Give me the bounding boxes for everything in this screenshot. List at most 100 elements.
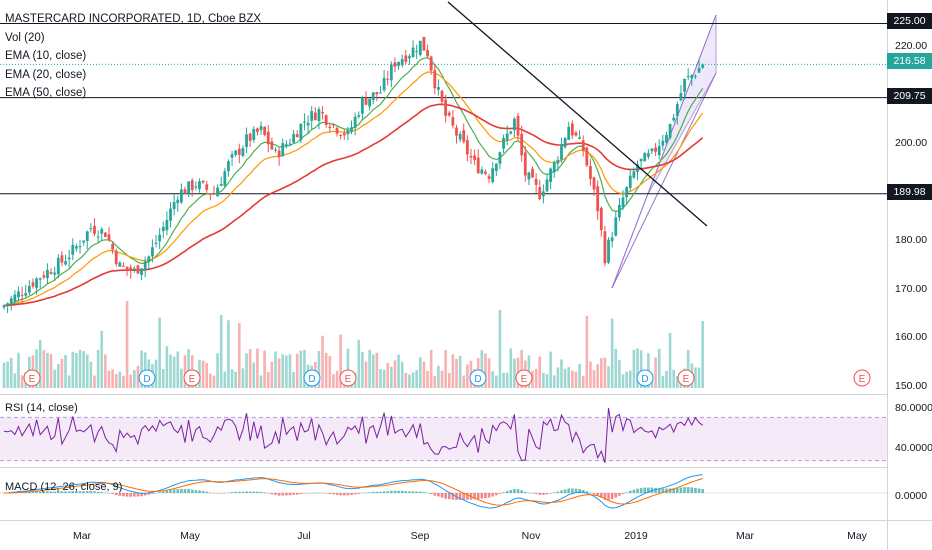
volume-bar — [9, 357, 13, 388]
macd-histogram-bar — [60, 491, 64, 493]
macd-histogram-bar — [24, 492, 28, 493]
candle-body — [270, 141, 274, 150]
earnings-marker — [853, 369, 871, 387]
macd-histogram-bar — [57, 491, 60, 493]
macd-histogram-bar — [245, 491, 248, 493]
candle-body — [75, 246, 78, 249]
macd-histogram-bar — [484, 493, 487, 499]
volume-bar — [42, 350, 46, 388]
macd-histogram-bar — [596, 493, 599, 496]
price-tick: 170.00 — [895, 283, 928, 295]
candle-body — [665, 135, 668, 143]
candle-body — [263, 126, 267, 135]
volume-bar — [661, 375, 665, 388]
rsi-band — [0, 417, 887, 461]
volume-bar — [266, 371, 270, 388]
volume-bar — [111, 369, 114, 388]
macd-histogram-bar — [411, 491, 415, 493]
volume-bar — [187, 349, 190, 388]
candle-body — [509, 131, 513, 134]
macd-histogram-bar — [339, 493, 342, 496]
macd-histogram-bar — [96, 491, 100, 493]
candle-body — [603, 231, 607, 264]
volume-bar — [205, 362, 209, 388]
price-tag-209: 209.75 — [887, 88, 932, 104]
earnings-marker — [339, 369, 357, 387]
candle-body — [382, 77, 386, 91]
volume-bar — [324, 352, 328, 388]
macd-histogram-bar — [585, 491, 589, 493]
channel-upper-line — [611, 14, 717, 289]
candle-body — [299, 123, 303, 141]
volume-bar — [161, 369, 165, 388]
macd-histogram-bar — [125, 493, 129, 497]
macd-histogram-bar — [85, 491, 89, 493]
candle-body — [187, 181, 191, 194]
candle-body — [161, 227, 165, 232]
macd-histogram-bar — [534, 493, 538, 495]
macd-histogram-bar — [118, 493, 122, 496]
candle-body — [288, 143, 292, 145]
earnings-marker-label: E — [189, 374, 196, 385]
candle-body — [122, 265, 125, 267]
macd-histogram-bar — [158, 492, 161, 493]
macd-histogram-bar — [342, 493, 346, 496]
candle-body — [328, 126, 332, 128]
macd-histogram-bar — [201, 490, 205, 493]
candle-body — [578, 137, 581, 139]
candle-body — [694, 75, 697, 77]
candle-body — [205, 184, 209, 190]
volume-bar — [621, 374, 625, 388]
macd-histogram-bar — [567, 488, 571, 493]
dividend-marker-label: D — [641, 374, 648, 385]
volume-bar — [328, 356, 332, 388]
candle-body — [248, 133, 252, 141]
macd-histogram-bar — [397, 490, 400, 493]
volume-bar — [632, 349, 636, 388]
macd-histogram-bar — [375, 491, 379, 493]
macd-histogram-bar — [672, 488, 675, 493]
macd-histogram-bar — [299, 493, 303, 495]
legend-ema20: EMA (20, close) — [5, 68, 87, 81]
volume-bar — [71, 351, 75, 388]
volume-bar — [212, 375, 216, 388]
candle-body — [473, 155, 476, 160]
volume-bar — [169, 354, 172, 388]
candle-body — [697, 68, 701, 73]
volume-bar — [596, 364, 599, 388]
candle-body — [125, 266, 129, 270]
macd-histogram-bar — [82, 491, 85, 493]
candle-body — [589, 166, 592, 179]
candle-body — [375, 91, 379, 95]
volume-bar — [701, 321, 704, 388]
earnings-marker — [183, 369, 201, 387]
macd-histogram-bar — [683, 487, 686, 493]
volume-bar — [339, 334, 342, 388]
macd-histogram-bar — [176, 489, 180, 493]
volume-bar — [563, 368, 567, 388]
candle-body — [140, 268, 143, 275]
macd-histogram-bar — [516, 489, 520, 493]
volume-bar — [375, 352, 379, 388]
macd-histogram-bar — [328, 493, 332, 495]
volume-bar — [46, 352, 49, 388]
rsi-label: RSI (14, close) — [5, 402, 78, 414]
volume-bar — [437, 365, 440, 388]
macd-histogram-bar — [433, 493, 437, 496]
volume-bar — [433, 375, 437, 388]
candle-body — [237, 148, 241, 155]
macd-histogram-bar — [234, 491, 237, 493]
price-tick: 200.00 — [895, 137, 928, 149]
earnings-marker-label: E — [521, 374, 528, 385]
candle-body — [353, 116, 357, 128]
volume-bar — [636, 348, 639, 388]
candle-body — [639, 158, 643, 162]
macd-histogram-bar — [42, 491, 46, 493]
volume-bar — [17, 352, 20, 388]
candle-body — [136, 265, 140, 274]
candle-body — [219, 184, 223, 186]
volume-bar — [96, 350, 100, 388]
macd-histogram-bar — [190, 489, 194, 493]
candle-body — [114, 250, 118, 264]
